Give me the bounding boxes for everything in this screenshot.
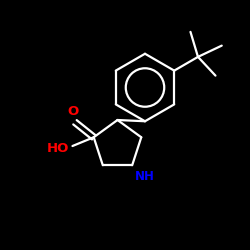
Text: NH: NH [135,170,155,183]
Text: O: O [67,105,78,118]
Text: HO: HO [47,142,70,154]
